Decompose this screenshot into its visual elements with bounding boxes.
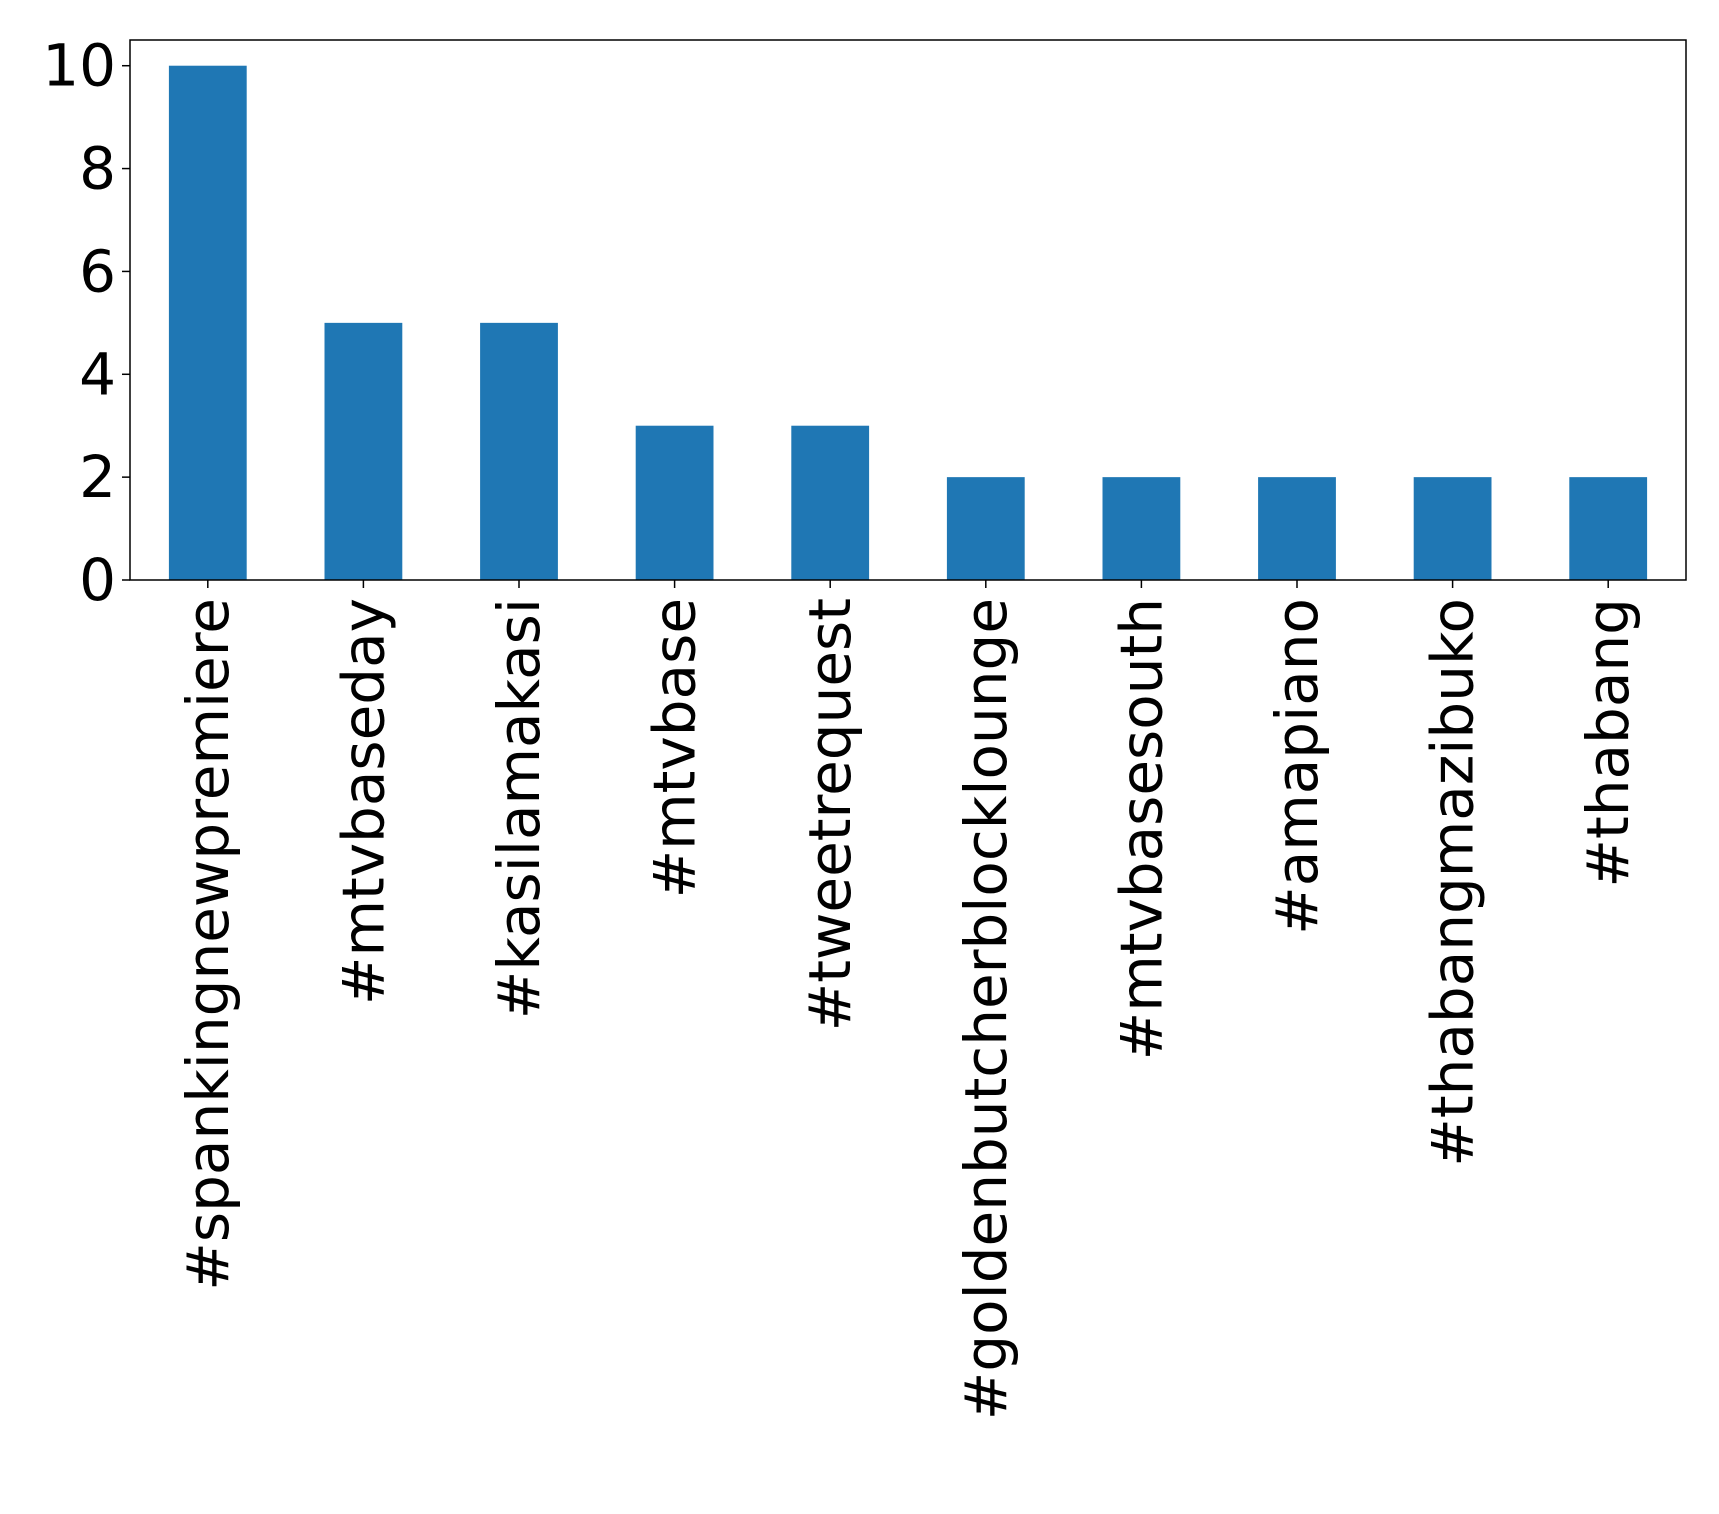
y-tick-label: 0 bbox=[79, 546, 116, 614]
x-tick-label: #mtvbaseday bbox=[329, 598, 397, 1005]
bar-thabangmazibuko bbox=[1413, 477, 1492, 580]
x-tick-label: #tweetrequest bbox=[796, 598, 864, 1031]
y-tick-label: 10 bbox=[42, 32, 116, 100]
x-tick-label: #amapiano bbox=[1263, 598, 1331, 935]
y-tick-label: 8 bbox=[79, 135, 116, 203]
plot-frame bbox=[129, 39, 1687, 581]
x-tick-label: #mtvbase bbox=[641, 598, 709, 898]
bar-mtvbase bbox=[635, 425, 714, 580]
bar-amapiano bbox=[1258, 477, 1336, 580]
bar-tweetrequest bbox=[791, 425, 870, 580]
x-tick-label: #thabangmazibuko bbox=[1419, 598, 1487, 1167]
bar-kasilamakasi bbox=[480, 322, 558, 580]
x-tick-label: #thabang bbox=[1574, 598, 1642, 888]
x-tick-label: #spankingnewpremiere bbox=[174, 598, 242, 1291]
bar-mtvbaseday bbox=[324, 322, 403, 580]
bar-thabang bbox=[1569, 477, 1648, 580]
x-tick-label: #mtvbasesouth bbox=[1107, 598, 1175, 1060]
bars-layer bbox=[168, 65, 1648, 580]
x-tick-label: #kasilamakasi bbox=[485, 598, 553, 1019]
bar-mtvbasesouth bbox=[1102, 477, 1181, 580]
y-tick-label: 2 bbox=[79, 443, 116, 511]
x-tick-label: #goldenbutcherblocklounge bbox=[952, 598, 1020, 1420]
bar-spankingnewpremiere bbox=[168, 65, 247, 580]
bar-goldenbutcherblocklounge bbox=[946, 477, 1025, 580]
y-tick-label: 6 bbox=[79, 237, 116, 305]
y-axis: 0 2 4 6 8 10 bbox=[42, 32, 130, 614]
y-tick-label: 4 bbox=[79, 340, 116, 408]
x-axis: #spankingnewpremiere #mtvbaseday #kasilama… bbox=[174, 580, 1642, 1420]
